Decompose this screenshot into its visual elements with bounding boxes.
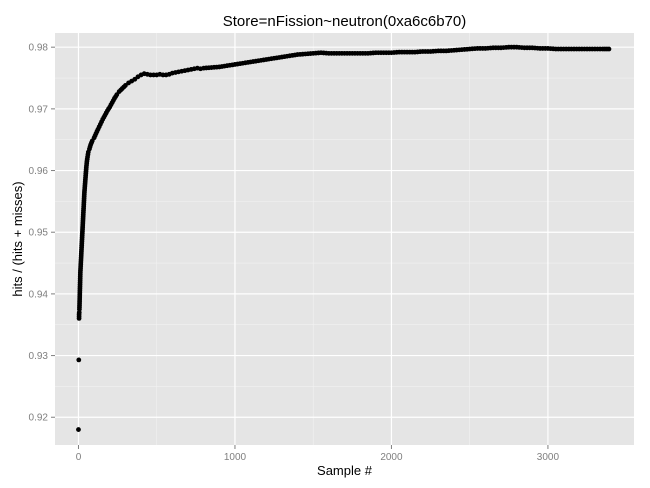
y-tick-label: 0.94 bbox=[29, 289, 49, 300]
plot-panel bbox=[55, 33, 634, 445]
data-point bbox=[606, 46, 612, 52]
x-tick-label: 3000 bbox=[537, 452, 560, 463]
grid-minor bbox=[55, 33, 634, 445]
y-tick-label: 0.97 bbox=[29, 104, 49, 115]
y-tick-label: 0.95 bbox=[29, 228, 49, 239]
y-tick-label: 0.96 bbox=[29, 166, 49, 177]
chart-title: Store=nFission~neutron(0xa6c6b70) bbox=[223, 13, 467, 30]
y-axis-ticks: 0.92 0.93 0.94 0.95 0.96 0.97 0.98 bbox=[29, 43, 55, 424]
x-tick-label: 1000 bbox=[224, 452, 247, 463]
y-tick-label: 0.98 bbox=[29, 43, 49, 54]
y-tick-label: 0.93 bbox=[29, 351, 49, 362]
x-tick-label: 2000 bbox=[380, 452, 403, 463]
y-tick-label: 0.92 bbox=[29, 413, 49, 424]
grid-major bbox=[55, 33, 634, 445]
data-point bbox=[76, 357, 82, 363]
data-points bbox=[76, 44, 612, 432]
y-axis-title: hits / (hits + misses) bbox=[10, 181, 25, 296]
x-axis-title: Sample # bbox=[317, 463, 373, 478]
data-point bbox=[76, 427, 81, 432]
x-axis-ticks: 0 1000 2000 3000 bbox=[76, 445, 560, 463]
x-tick-label: 0 bbox=[76, 452, 82, 463]
